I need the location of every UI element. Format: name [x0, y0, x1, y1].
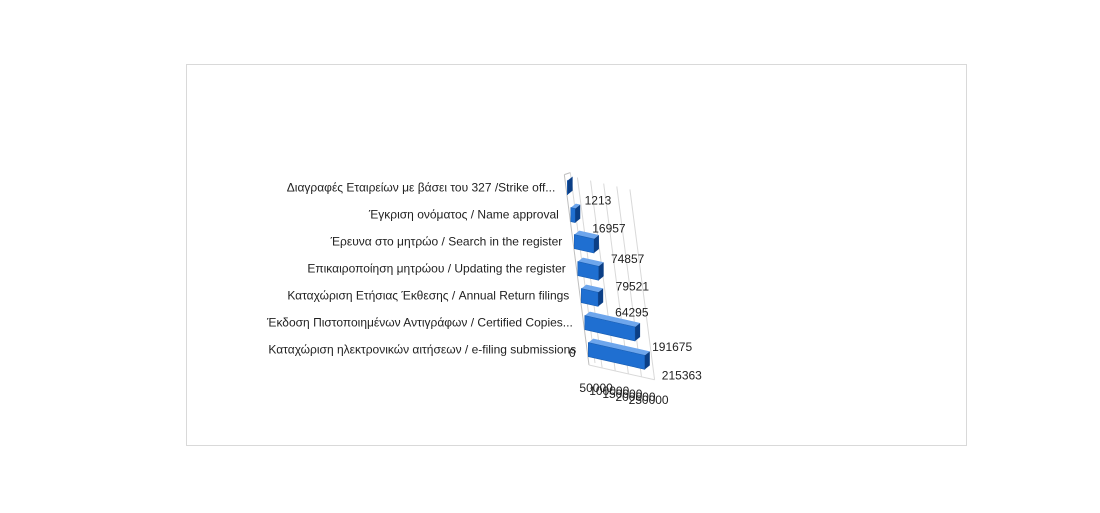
bar-side-face — [644, 351, 650, 370]
bar-top-face — [567, 176, 573, 181]
bar — [573, 234, 595, 254]
chart-frame: 0 50000 100000 150000 200000 250000 Διαγραφές … — [186, 64, 967, 446]
bar-side-face — [575, 204, 581, 223]
x-tick-label: 150000 — [602, 387, 642, 401]
x-tick-label: 0 — [569, 346, 576, 360]
bar-top-face — [577, 257, 604, 267]
bar-side-face — [567, 176, 573, 195]
bar — [587, 342, 646, 370]
back-wall-top — [564, 172, 571, 176]
bar-side-face — [635, 322, 641, 341]
x-tick-label: 200000 — [615, 390, 655, 404]
category-label: Έρευνα στο μητρώο / Search in the regist… — [330, 235, 563, 249]
data-label: 74857 — [611, 252, 645, 266]
data-label: 191675 — [652, 340, 692, 354]
bar-side-face — [598, 288, 604, 307]
bar-side-face — [598, 262, 604, 281]
gridline — [629, 189, 656, 380]
data-label: 64295 — [615, 305, 649, 319]
bar-top-face — [584, 311, 641, 327]
bar-top-face — [570, 203, 581, 209]
data-label: 1213 — [585, 194, 612, 208]
gridline — [616, 186, 642, 377]
data-label: 16957 — [592, 222, 626, 236]
bar-top-face — [581, 284, 604, 293]
category-label: Επικαιροποίηση μητρώου / Updating the re… — [307, 262, 565, 276]
category-label: Καταχώριση Ετήσιας Έκθεσης / Annual Retu… — [287, 289, 569, 303]
data-label: 79521 — [616, 279, 650, 293]
bar-top-face — [588, 338, 650, 356]
x-tick-label: 50000 — [579, 381, 613, 395]
value-axis-line — [588, 364, 655, 381]
bar-side-face — [593, 235, 599, 254]
category-axis-line — [563, 174, 590, 366]
bar — [570, 207, 576, 223]
category-label: Καταχώριση ηλεκτρονικών αιτήσεων / e-fil… — [268, 343, 576, 357]
x-tick-label: 250000 — [629, 393, 669, 407]
category-label: Έκδοση Πιστοποιημένων Αντιγράφων / Certi… — [266, 316, 573, 330]
data-label: 215363 — [662, 368, 702, 382]
bar-top-face — [574, 230, 599, 240]
category-label: Έγκριση ονόματος / Name approval — [368, 208, 559, 222]
x-tick-label: 100000 — [589, 384, 629, 398]
category-label: Διαγραφές Εταιρείων με βάσει του 327 /St… — [287, 181, 556, 195]
gridline — [603, 183, 629, 374]
